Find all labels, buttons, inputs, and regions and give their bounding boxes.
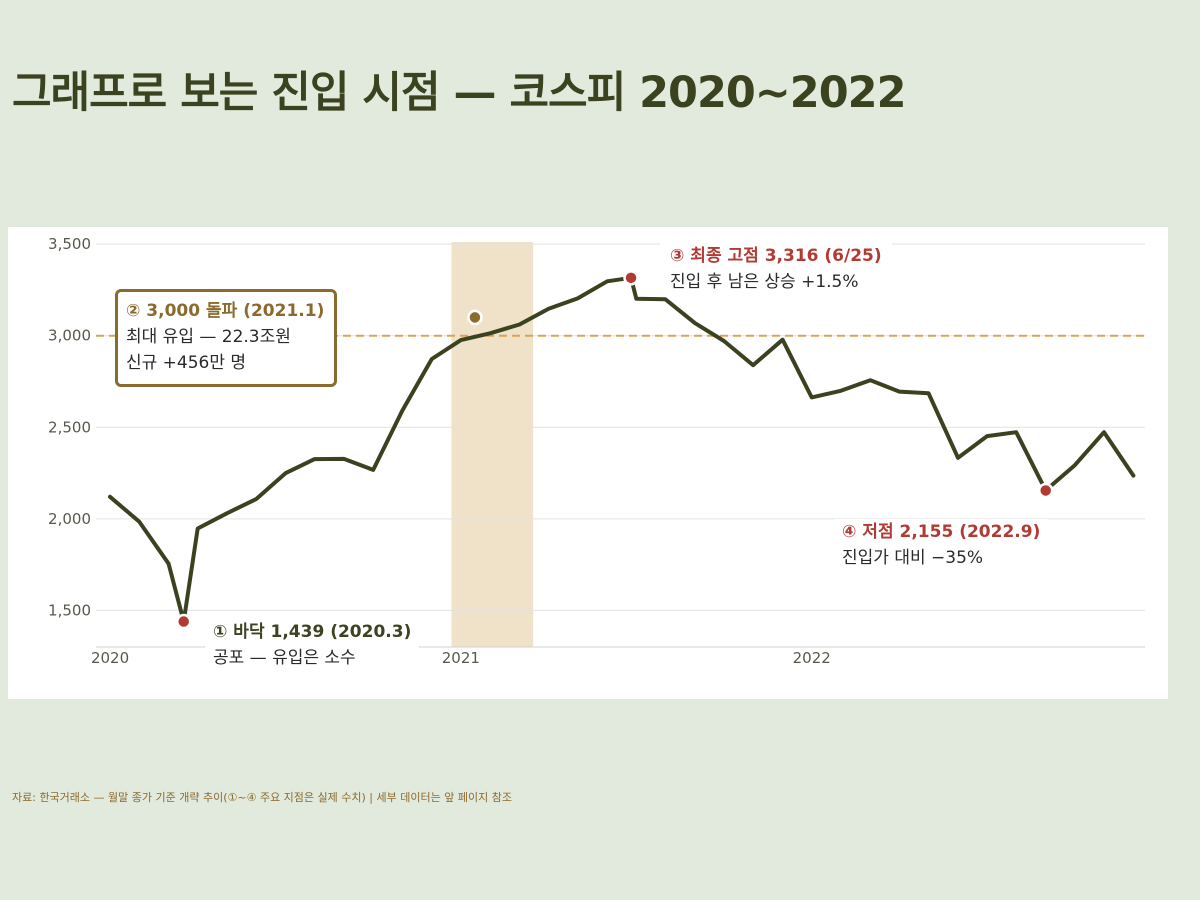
key-point-p1 <box>175 613 192 630</box>
y-tick-label: 3,000 <box>48 327 91 345</box>
annotation-3000-text-2: 신규 +456만 명 <box>126 353 247 373</box>
annotation-bottom-title: ① 바닥 1,439 (2020.3) <box>213 622 412 642</box>
y-tick-label: 3,500 <box>48 235 91 253</box>
x-tick-label: 2022 <box>793 649 831 667</box>
annotation-bottom: ① 바닥 1,439 (2020.3) 공포 — 유입은 소수 <box>205 619 420 671</box>
annotation-trough: ④ 저점 2,155 (2022.9) 진입가 대비 −35% <box>834 519 1049 571</box>
kospi-series-line <box>108 275 1136 624</box>
y-tick-label: 2,000 <box>48 510 91 528</box>
annotation-trough-title: ④ 저점 2,155 (2022.9) <box>842 522 1041 542</box>
annotation-bottom-text: 공포 — 유입은 소수 <box>213 648 356 668</box>
x-tick-label: 2021 <box>442 649 480 667</box>
source-note: 자료: 한국거래소 — 월말 종가 기준 개략 추이(①~④ 주요 지점은 실제… <box>12 791 512 804</box>
key-point-p4 <box>1037 482 1054 499</box>
y-tick-label: 2,500 <box>48 418 91 436</box>
annotation-trough-text: 진입가 대비 −35% <box>842 548 984 568</box>
key-points-layer <box>175 270 1054 630</box>
annotation-peak-title: ③ 최종 고점 3,316 (6/25) <box>670 246 882 266</box>
annotation-final-peak: ③ 최종 고점 3,316 (6/25) 진입 후 남은 상승 +1.5% <box>660 243 892 295</box>
chart-card: 1,500 2,000 2,500 3,000 3,500 2020 2021 2022 ① … <box>8 227 1168 699</box>
y-tick-label: 1,500 <box>48 601 91 619</box>
annotation-3000-text-1: 최대 유입 — 22.3조원 <box>126 327 291 347</box>
annotation-3000-breakout: ② 3,000 돌파 (2021.1) 최대 유입 — 22.3조원 신규 +4… <box>115 289 338 387</box>
annotation-peak-text: 진입 후 남은 상승 +1.5% <box>670 272 859 292</box>
highlight-band-layer <box>451 242 534 647</box>
series-line-layer <box>108 275 1136 624</box>
key-point-p3 <box>623 270 639 286</box>
x-tick-label: 2020 <box>91 649 129 667</box>
page-title: 그래프로 보는 진입 시점 — 코스피 2020~2022 <box>12 68 906 118</box>
highlight-band <box>451 242 534 647</box>
annotation-3000-title: ② 3,000 돌파 (2021.1) <box>126 301 325 321</box>
key-point-p2 <box>467 309 483 326</box>
